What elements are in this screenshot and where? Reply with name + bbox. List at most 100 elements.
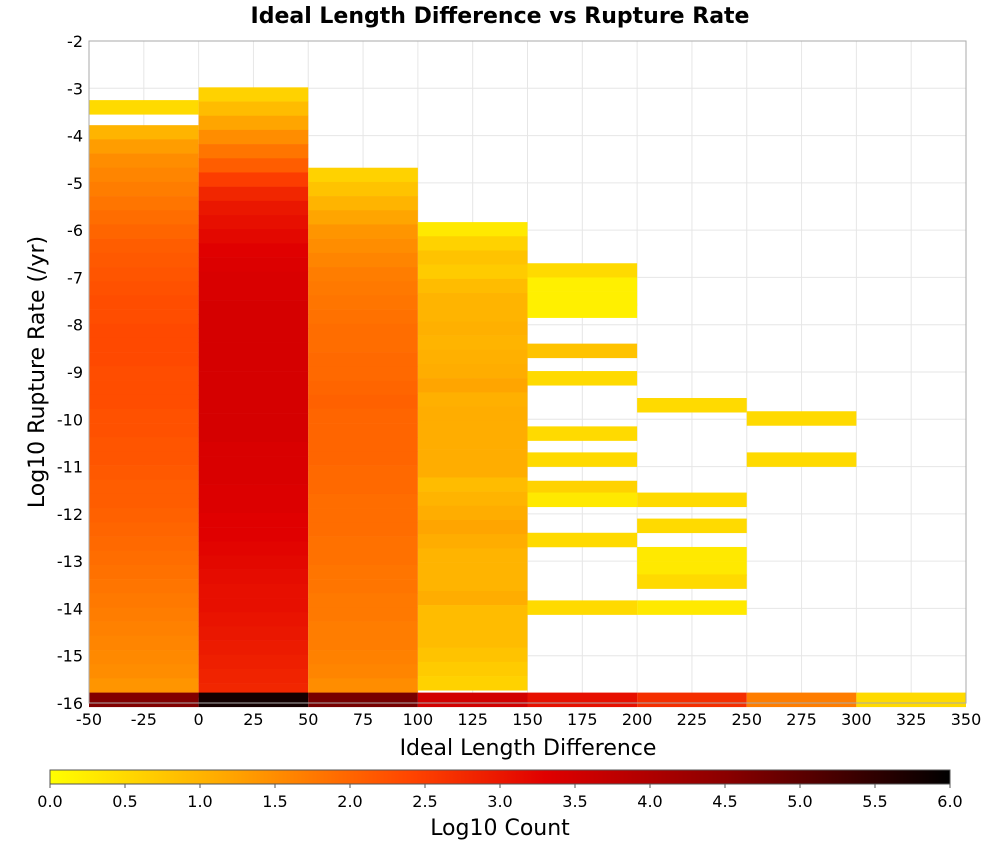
x-tick-label: 100 xyxy=(403,710,434,729)
heatmap-cell xyxy=(198,328,309,343)
heatmap-cell xyxy=(308,224,418,239)
heatmap-cell xyxy=(198,356,309,372)
heatmap-cell xyxy=(417,633,528,648)
y-axis-ticks: -2 -3 -4 -5 -6 -7 -8 -9 -10 -11 -12 -13 -14 -15 -16 xyxy=(57,32,83,713)
colorbar-tick-label: 0.0 xyxy=(37,792,62,811)
heatmap-cell xyxy=(308,167,418,183)
x-tick-label: 275 xyxy=(786,710,817,729)
x-tick-label: 225 xyxy=(677,710,708,729)
colorbar-tick-label: 2.5 xyxy=(412,792,437,811)
colorbar xyxy=(49,769,951,785)
heatmap-cell xyxy=(856,692,966,708)
y-tick-label: -5 xyxy=(67,174,83,193)
heatmap-cell xyxy=(198,115,309,131)
heatmap-cell xyxy=(308,437,418,452)
heatmap-cell xyxy=(198,512,309,528)
chart-title: Ideal Length Difference vs Rupture Rate xyxy=(251,4,750,29)
heatmap-cell xyxy=(89,621,199,637)
heatmap-cell xyxy=(417,293,528,308)
x-tick-label: 300 xyxy=(841,710,872,729)
x-tick-label: 75 xyxy=(353,710,373,729)
x-tick-label: 325 xyxy=(896,710,927,729)
heatmap-cell xyxy=(198,314,309,329)
heatmap-cell xyxy=(417,264,528,280)
plot-frame xyxy=(88,40,967,704)
heatmap-cell xyxy=(527,600,638,615)
heatmap-cell xyxy=(527,480,638,496)
heatmap-cell xyxy=(527,371,638,386)
y-tick-label: -6 xyxy=(67,221,83,240)
heatmap-cell xyxy=(89,664,199,679)
heatmap-cell xyxy=(527,291,638,307)
heatmap-cell xyxy=(637,692,747,708)
heatmap-cell xyxy=(89,479,199,495)
heatmap-cell xyxy=(198,215,309,230)
heatmap-cell xyxy=(417,250,528,265)
heatmap-cell xyxy=(417,321,528,336)
heatmap-cell xyxy=(308,536,418,552)
heatmap-cell xyxy=(198,612,309,627)
heatmap-cell xyxy=(89,437,199,452)
heatmap-cell xyxy=(417,463,528,478)
heatmap-cell xyxy=(637,398,747,413)
heatmap-cell xyxy=(308,337,418,353)
heatmap-cell xyxy=(89,522,199,537)
heatmap-cell xyxy=(198,427,309,443)
heatmap-cell xyxy=(89,153,199,169)
y-tick-label: -11 xyxy=(57,458,83,477)
heatmap-cell xyxy=(198,640,309,656)
heatmap-cell xyxy=(198,144,309,159)
y-tick-label: -16 xyxy=(57,694,83,713)
heatmap-cell xyxy=(746,452,857,467)
heatmap-cell xyxy=(308,309,418,325)
heatmap-cell xyxy=(308,635,418,651)
colorbar-tick-label: 0.5 xyxy=(112,792,137,811)
heatmap-cell xyxy=(308,479,418,495)
heatmap-cell xyxy=(89,493,199,509)
heatmap-cell xyxy=(308,408,418,424)
heatmap-cell xyxy=(198,569,309,585)
heatmap-cell xyxy=(417,349,528,365)
colorbar-tick-label: 1.0 xyxy=(187,792,212,811)
heatmap-cell xyxy=(417,449,528,464)
heatmap-cell xyxy=(417,392,528,407)
x-tick-label: 150 xyxy=(512,710,543,729)
heatmap-cell xyxy=(527,263,638,278)
heatmap-cell xyxy=(198,399,309,414)
heatmap-cell xyxy=(89,181,199,197)
heatmap-cell xyxy=(198,654,309,670)
heatmap-cell xyxy=(198,456,309,471)
heatmap-cell xyxy=(417,236,528,251)
heatmap-cell xyxy=(637,574,747,589)
heatmap-cell xyxy=(198,692,309,708)
heatmap-cell xyxy=(308,380,418,395)
heatmap-cell xyxy=(89,635,199,651)
heatmap-cell xyxy=(417,222,528,237)
x-axis-label: Ideal Length Difference xyxy=(400,736,657,761)
heatmap-cell xyxy=(308,550,418,566)
heatmap-cell xyxy=(198,583,309,599)
heatmap-cell xyxy=(89,352,199,367)
heatmap-cell xyxy=(417,661,528,677)
y-tick-label: -7 xyxy=(67,268,83,287)
heatmap-cell xyxy=(417,420,528,436)
heatmap-cell xyxy=(89,465,199,481)
heatmap-cell xyxy=(527,426,638,441)
heatmap-cell xyxy=(308,522,418,537)
heatmap-cell xyxy=(89,323,199,339)
y-tick-label: -9 xyxy=(67,363,83,382)
x-axis-ticks: -50 -25 0 25 50 75 100 125 150 175 200 225 250 275 300… xyxy=(76,710,981,729)
heatmap-cell xyxy=(308,238,418,254)
y-tick-label: -8 xyxy=(67,316,83,335)
heatmap-cell xyxy=(89,309,199,325)
heatmap-cell xyxy=(527,303,638,318)
colorbar-ticks: 0.0 0.5 1.0 1.5 2.0 2.5 3.0 3.5 4.0 4.5 5.0 5.5 6.0 xyxy=(37,784,963,811)
heatmap-cell xyxy=(89,196,199,211)
colorbar-tick-label: 3.0 xyxy=(487,792,512,811)
heatmap-cell xyxy=(637,492,747,508)
heatmap-cell xyxy=(198,172,309,187)
heatmap-cell xyxy=(417,434,528,450)
heatmap-cell xyxy=(308,692,418,708)
y-tick-label: -2 xyxy=(67,32,83,51)
heatmap-cell xyxy=(308,664,418,679)
